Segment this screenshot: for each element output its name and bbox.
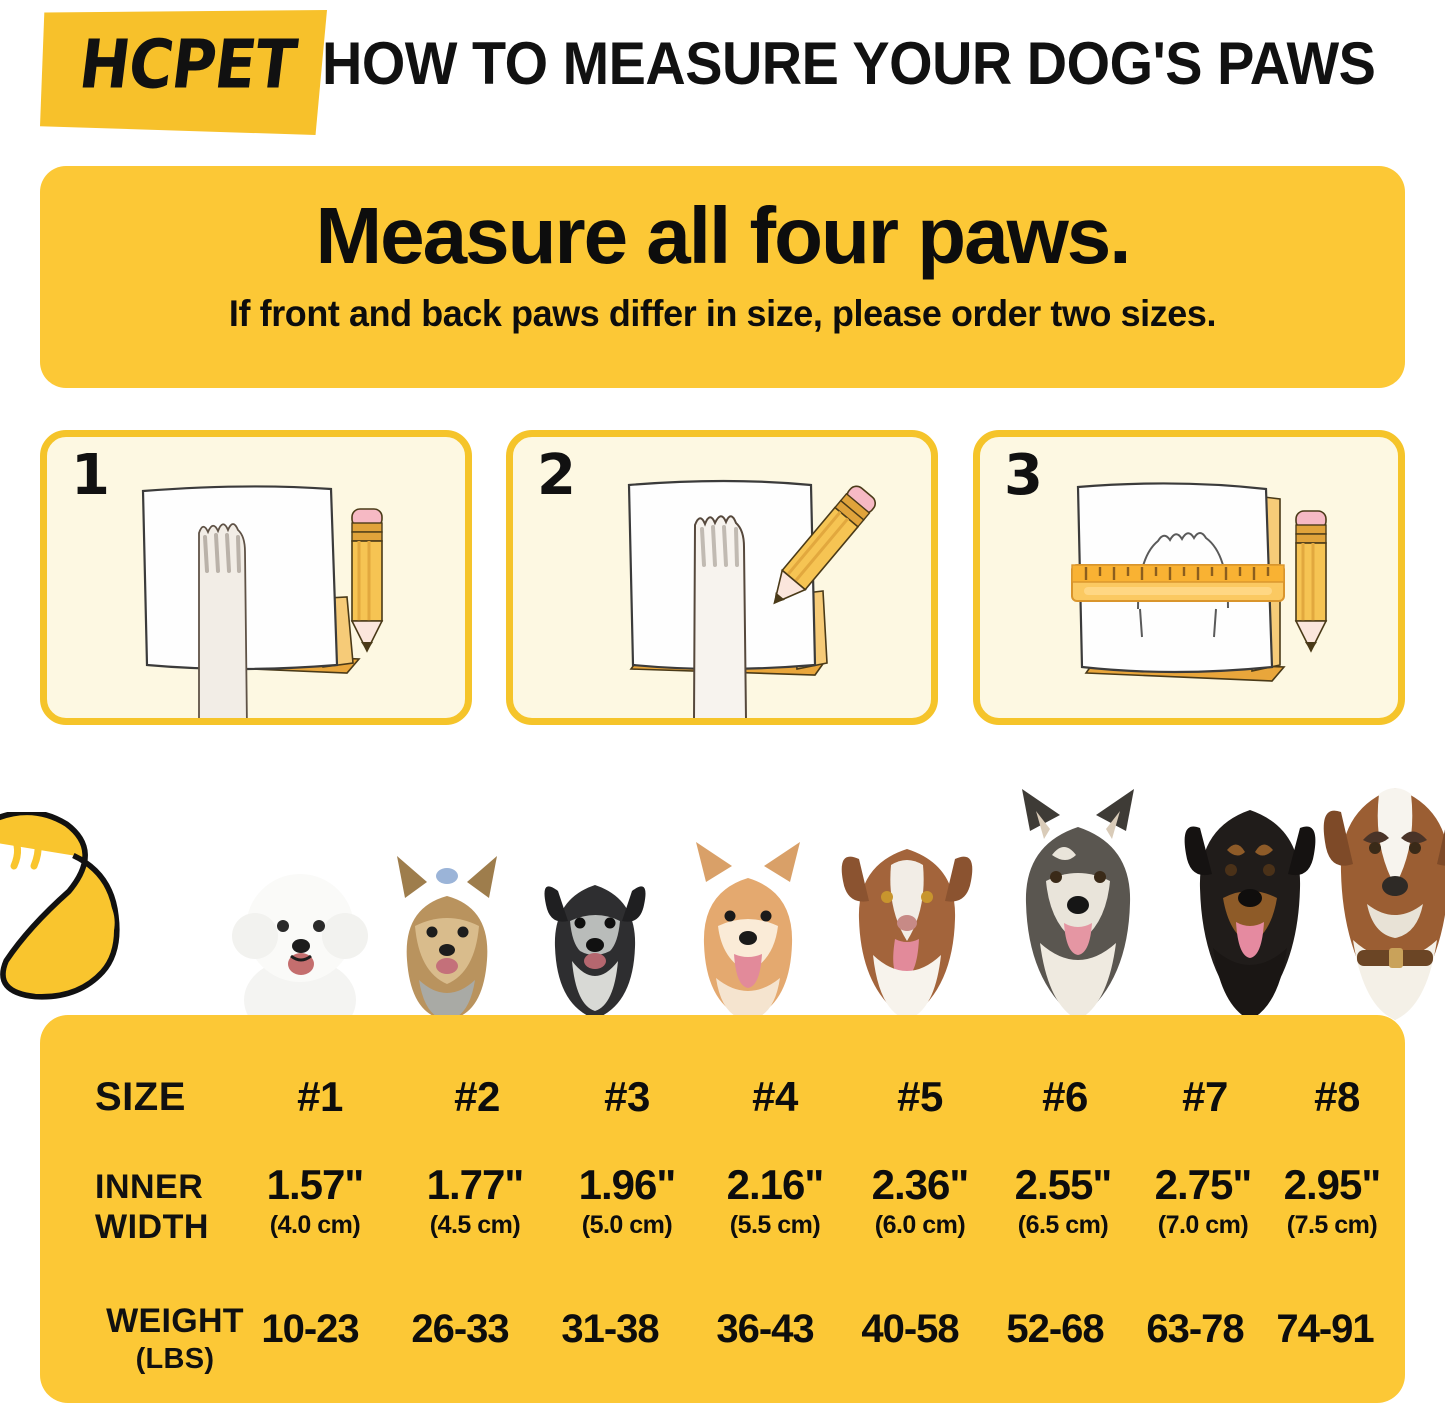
row-label-inner-width: INNER WIDTH <box>95 1167 209 1247</box>
brand-logo-text: HCPET <box>75 25 300 105</box>
cell-inner-width-5: 2.36" (6.0 cm) <box>840 1161 1000 1241</box>
inner-width-in-2: 1.77" <box>426 1161 525 1208</box>
dog-photo-alaskan-malamute <box>1022 789 1134 1020</box>
inner-width-cm-7: (7.0 cm) <box>1157 1211 1249 1239</box>
banner-subtext: If front and back paws differ in size, p… <box>228 293 1217 334</box>
dog-photo-saint-bernard <box>1323 788 1445 1020</box>
row-label-weight: WEIGHT (LBS) <box>90 1301 260 1378</box>
step-card-2: 2 <box>506 430 938 725</box>
inner-width-cm-2: (4.5 cm) <box>429 1211 521 1239</box>
cell-inner-width-6: 2.55" (6.5 cm) <box>983 1161 1143 1241</box>
cell-weight-7: 63-78 <box>1146 1307 1244 1351</box>
cell-size-8: #8 <box>1314 1073 1360 1120</box>
row-label-inner-width-line1: INNER <box>95 1168 204 1206</box>
cell-inner-width-1: 1.57" (4.0 cm) <box>235 1161 395 1241</box>
inner-width-in-6: 2.55" <box>1014 1161 1113 1208</box>
cell-weight-3: 31-38 <box>561 1307 659 1351</box>
step-number-1: 1 <box>71 443 110 508</box>
instruction-banner: Measure all four paws. If front and back… <box>40 166 1405 388</box>
inner-width-in-7: 2.75" <box>1154 1161 1253 1208</box>
row-label-weight-unit: (LBS) <box>135 1343 215 1375</box>
row-label-inner-width-line2: WIDTH <box>95 1208 209 1246</box>
table-row-weight: WEIGHT (LBS) 10-23 26-33 31-38 36-43 40-… <box>40 1297 1405 1393</box>
cell-inner-width-8: 2.95" (7.5 cm) <box>1252 1161 1412 1241</box>
inner-width-cm-3: (5.0 cm) <box>581 1211 673 1239</box>
cell-weight-2: 26-33 <box>411 1307 509 1351</box>
row-label-weight-text: WEIGHT <box>106 1302 244 1340</box>
page-title: HOW TO MEASURE YOUR DOG'S PAWS <box>322 30 1376 97</box>
inner-width-cm-8: (7.5 cm) <box>1286 1211 1378 1239</box>
table-row-size: SIZE #1 #2 #3 #4 #5 #6 #7 #8 <box>40 1071 1405 1127</box>
dog-photo-shiba-inu <box>696 842 800 1020</box>
row-label-size: SIZE <box>95 1075 186 1119</box>
cell-size-6: #6 <box>1042 1073 1088 1120</box>
motion-arc-icon <box>8 820 115 948</box>
cell-size-2: #2 <box>454 1073 500 1120</box>
decor-wave <box>0 809 220 1002</box>
cell-weight-4: 36-43 <box>716 1307 814 1351</box>
page-header: HCPET HOW TO MEASURE YOUR DOG'S PAWS <box>0 0 1445 150</box>
inner-width-cm-4: (5.5 cm) <box>729 1211 821 1239</box>
dog-photo-australian-shepherd <box>841 849 973 1020</box>
brand-logo-badge <box>40 10 327 135</box>
cell-inner-width-7: 2.75" (7.0 cm) <box>1123 1161 1283 1241</box>
yellow-wave-blob-icon <box>0 809 120 1000</box>
cell-weight-1: 10-23 <box>261 1307 359 1351</box>
dog-breed-strip <box>225 745 1445 1020</box>
dog-photo-bichon-frise <box>232 874 368 1020</box>
step-number-3: 3 <box>1004 443 1043 508</box>
cell-inner-width-4: 2.16" (5.5 cm) <box>695 1161 855 1241</box>
inner-width-cm-6: (6.5 cm) <box>1017 1211 1109 1239</box>
cell-size-7: #7 <box>1182 1073 1228 1120</box>
step-3-illustration <box>1071 482 1328 682</box>
cell-weight-5: 40-58 <box>861 1307 959 1351</box>
table-row-inner-width: INNER WIDTH 1.57" (4.0 cm) 1.77" (4.5 cm… <box>40 1161 1405 1267</box>
cell-size-1: #1 <box>297 1073 343 1120</box>
inner-width-cm-5: (6.0 cm) <box>874 1211 966 1239</box>
step-card-1: 1 <box>40 430 472 725</box>
step-card-3: 3 <box>973 430 1405 725</box>
inner-width-in-8: 2.95" <box>1283 1161 1382 1208</box>
step-number-2: 2 <box>537 443 576 508</box>
inner-width-in-5: 2.36" <box>871 1161 970 1208</box>
cell-weight-6: 52-68 <box>1006 1307 1104 1351</box>
step-2-illustration <box>627 479 877 718</box>
cell-size-3: #3 <box>604 1073 650 1120</box>
cell-inner-width-2: 1.77" (4.5 cm) <box>395 1161 555 1241</box>
inner-width-in-4: 2.16" <box>726 1161 825 1208</box>
cell-size-5: #5 <box>897 1073 943 1120</box>
dog-photo-rottweiler <box>1184 810 1316 1020</box>
cell-weight-8: 74-91 <box>1276 1307 1374 1351</box>
step-1-illustration <box>141 485 384 718</box>
banner-headline: Measure all four paws. <box>315 191 1131 280</box>
cell-size-4: #4 <box>752 1073 798 1120</box>
size-chart-panel: SIZE #1 #2 #3 #4 #5 #6 #7 #8 INNER WIDTH… <box>40 1015 1405 1403</box>
steps-row: 1 2 <box>40 430 1405 725</box>
dog-photo-schnauzer <box>544 885 646 1019</box>
cell-inner-width-3: 1.96" (5.0 cm) <box>547 1161 707 1241</box>
dog-photo-yorkshire-terrier <box>397 856 497 1020</box>
inner-width-in-3: 1.96" <box>578 1161 677 1208</box>
inner-width-in-1: 1.57" <box>266 1161 365 1208</box>
inner-width-cm-1: (4.0 cm) <box>269 1211 361 1239</box>
